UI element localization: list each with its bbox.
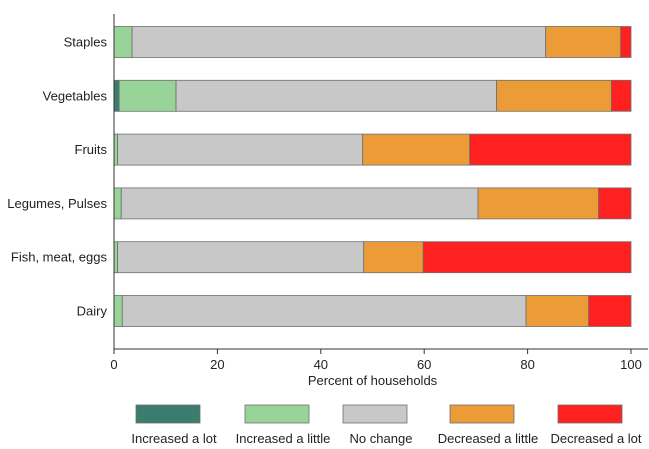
legend-label: Increased a lot xyxy=(131,431,217,446)
x-tick-label: 100 xyxy=(620,357,642,372)
legend-swatch xyxy=(135,404,201,424)
bar-dairy-series-4 xyxy=(588,295,632,327)
legend-label: Increased a little xyxy=(236,431,331,446)
legend-label: Decreased a little xyxy=(438,431,538,446)
bar-vegetables-series-3 xyxy=(496,79,612,112)
bar-dairy-series-2 xyxy=(121,295,527,327)
category-label: Vegetables xyxy=(43,88,108,103)
category-label: Dairy xyxy=(77,304,108,319)
bar-fish-meat-eggs-series-3 xyxy=(363,241,424,274)
bar-legumes-pulses-series-1 xyxy=(113,187,122,220)
bar-fish-meat-eggs-series-2 xyxy=(117,241,365,274)
x-tick-label: 40 xyxy=(314,357,328,372)
legend-label: No change xyxy=(350,431,413,446)
bar-fruits-series-2 xyxy=(117,133,364,166)
bar-dairy-series-3 xyxy=(525,295,590,327)
category-labels: Staples Vegetables Fruits Legumes, Pulses Fi… xyxy=(7,35,107,319)
bar-staples-series-1 xyxy=(113,26,133,58)
bars-group xyxy=(113,26,632,327)
legend-swatch xyxy=(449,404,515,424)
bar-fruits-series-3 xyxy=(362,133,471,166)
bar-dairy-series-1 xyxy=(113,295,123,327)
bar-staples-series-3 xyxy=(545,26,622,58)
bar-vegetables-series-0 xyxy=(113,79,120,112)
category-label: Fruits xyxy=(75,142,108,157)
bar-legumes-pulses-series-3 xyxy=(477,187,599,220)
category-label: Fish, meat, eggs xyxy=(11,250,108,265)
category-label: Staples xyxy=(64,35,108,50)
bar-fruits-series-1 xyxy=(113,133,119,166)
bar-legumes-pulses-series-4 xyxy=(598,187,632,220)
bar-legumes-pulses-series-2 xyxy=(120,187,479,220)
x-tick-label: 60 xyxy=(417,357,431,372)
x-tick-label: 0 xyxy=(110,357,117,372)
bar-vegetables-series-2 xyxy=(175,79,497,112)
bar-fruits-series-4 xyxy=(469,133,632,166)
legend: Increased a lot Increased a little No chan… xyxy=(131,404,642,446)
bar-staples-series-4 xyxy=(620,26,632,58)
x-tick-label: 80 xyxy=(520,357,534,372)
x-axis: 0 20 40 60 80 100 xyxy=(110,14,648,372)
legend-swatch xyxy=(557,404,623,424)
bar-staples-series-2 xyxy=(131,26,547,58)
category-label: Legumes, Pulses xyxy=(7,196,107,211)
x-tick-label: 20 xyxy=(210,357,224,372)
legend-swatch xyxy=(342,404,408,424)
bar-vegetables-series-1 xyxy=(118,79,177,112)
x-axis-title: Percent of households xyxy=(308,373,438,388)
bar-fish-meat-eggs-series-4 xyxy=(422,241,632,274)
legend-swatch xyxy=(244,404,310,424)
bar-vegetables-series-4 xyxy=(610,79,632,112)
legend-label: Decreased a lot xyxy=(550,431,641,446)
bar-fish-meat-eggs-series-1 xyxy=(113,241,119,274)
